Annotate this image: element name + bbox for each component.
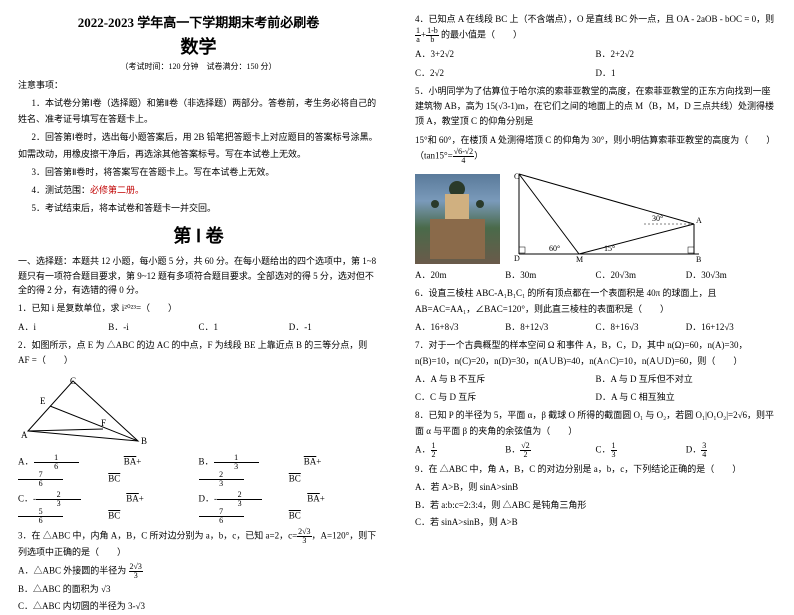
q4-t1: 4．已知点 A 在线段 BC 上（不含端点），O 是直线 BC 外一点，且 OA… [415,14,774,24]
title-subject: 数学 [18,33,379,59]
q7-text: 7．对于一个古典概型的样本空间 Ω 和事件 A，B，C，D，其中 n(Ω)=60… [415,338,776,369]
svg-text:C: C [70,376,76,386]
q1-opt-a: A．i [18,320,108,335]
svg-text:C: C [514,172,519,181]
q4-opts-r1: A．3+2√2 B．2+2√2 [415,47,776,62]
instr4-label: 4．测试范围： [32,185,91,195]
q1-opts: A．i B．-i C．1 D．-1 [18,320,379,335]
church-photo [415,174,500,264]
volume1-title: 第 Ⅰ 卷 [18,222,379,248]
q4-opt-d: D．1 [596,66,777,81]
q5-opt-c: C．20√3m [596,268,686,283]
instruction-4: 4．测试范围：必修第二册。 [18,182,379,198]
q8-opts: A．12 B．√22 C．13 D．34 [415,442,776,459]
q3-opt-a: A．△ABC 外接圆的半径为 2√33 [18,563,379,580]
q5-opt-d: D．30√3m [686,268,776,283]
q5-geometry: C D M B A 60° 30° 15° [504,169,704,264]
q7-opts-r1: A．A 与 B 不互斥 B．A 与 D 互斥但不对立 [415,372,776,387]
svg-text:A: A [21,430,28,440]
q7-opts-r2: C．C 与 D 互斥 D．A 与 C 相互独立 [415,390,776,405]
q1-opt-b: B．-i [108,320,198,335]
q2-opt-c: C．-23BA+56BC [18,491,199,525]
q8-opt-a: A．12 [415,442,505,459]
q4-text: 4．已知点 A 在线段 BC 上（不含端点），O 是直线 BC 外一点，且 OA… [415,12,776,44]
svg-text:30°: 30° [652,214,663,223]
svg-text:B: B [141,436,147,446]
instruction-5: 5．考试结束后，将本试卷和答题卡一并交回。 [18,200,379,216]
q7-opt-a: A．A 与 B 不互斥 [415,372,596,387]
q6-opt-a: A．16+8√3 [415,320,505,335]
instruction-2: 2．回答第Ⅰ卷时，选出每小题答案后，用 2B 铅笔把答题卡上对应题目的答案标号涂… [18,129,379,161]
q2-opts-row2: C．-23BA+56BC D．-23BA+76BC [18,491,379,525]
q6-text: 6．设直三棱柱 ABC-A₁B₁C₁ 的所有顶点都在一个表面积是 40π 的球面… [415,286,776,317]
title-main: 2022-2023 学年高一下学期期末考前必刷卷 [18,12,379,31]
q9-opt-a: A．若 A>B，则 sinA>sinB [415,480,776,495]
q3-opt-b: B．△ABC 的面积为 √3 [18,582,379,597]
q7-opt-d: D．A 与 C 相互独立 [596,390,777,405]
q6-opt-b: B．8+12√3 [505,320,595,335]
q2-opt-d: D．-23BA+76BC [199,491,380,525]
q3-opt-c: C．△ABC 内切圆的半径为 3-√3 [18,599,379,614]
q4-opt-b: B．2+2√2 [596,47,777,62]
q3-text: 3．在 △ABC 中，内角 A，B，C 所对边分别为 a，b，c，已知 a=2，… [18,528,379,560]
q6-opt-c: C．8+16√3 [596,320,686,335]
q5-opt-a: A．20m [415,268,505,283]
left-page: 2022-2023 学年高一下学期期末考前必刷卷 数学 （考试时间：120 分钟… [0,0,397,562]
q8-opt-d: D．34 [686,442,776,459]
svg-text:D: D [514,254,520,263]
q9-opt-c: C．若 sinA>sinB，则 A>B [415,515,776,530]
q1-opt-c: C．1 [199,320,289,335]
q8-opt-c: C．13 [596,442,686,459]
q2-opts-row1: A．16BA+76BC B．13BA+23BC [18,454,379,488]
q7-opt-b: B．A 与 D 互斥但不对立 [596,372,777,387]
q5-figure-row: C D M B A 60° 30° 15° [415,169,776,264]
svg-text:B: B [696,255,701,264]
q9-opt-b: B．若 a:b:c=2:3:4，则 △ABC 是钝角三角形 [415,498,776,513]
svg-text:F: F [101,418,106,428]
svg-text:15°: 15° [604,244,615,253]
q5-tan: tan15°= [424,151,453,161]
q2-triangle: A B C E F [18,376,153,448]
svg-text:60°: 60° [549,244,560,253]
q5-opts: A．20m B．30m C．20√3m D．30√3m [415,268,776,283]
q5-opt-b: B．30m [505,268,595,283]
q5-text1: 5．小明同学为了估算位于哈尔滨的索菲亚教堂的高度，在索菲亚教堂的正东方向找到一座… [415,84,776,130]
q4-t2: 的最小值是（ ） [441,30,522,40]
q8-text: 8．已知 P 的半径为 5，平面 α，β 截球 O 所得的截面圆 O₁ 与 O₂… [415,408,776,439]
q2-opt-b: B．13BA+23BC [199,454,380,488]
q8-opt-b: B．√22 [505,442,595,459]
part-desc: 一、选择题：本题共 12 小题，每小题 5 分，共 60 分。在每小题给出的四个… [18,254,379,297]
instruction-1: 1．本试卷分第Ⅰ卷（选择题）和第Ⅱ卷（非选择题）两部分。答卷前，考生务必将自己的… [18,95,379,127]
instruction-3: 3．回答第Ⅱ卷时，将答案写在答题卡上。写在本试卷上无效。 [18,164,379,180]
q1-text: 1．已知 i 是复数单位，求 i²⁰²³=（ ） [18,301,379,316]
q5-text2: 15°和 60°，在楼顶 A 处测得塔顶 C 的仰角为 30°，则小明估算索菲亚… [415,133,776,165]
q5-t2: 15°和 60°，在楼顶 A 处测得塔顶 C 的仰角为 30°，则小明估算索菲亚… [415,135,775,145]
exam-info: （考试时间：120 分钟 试卷满分：150 分） [18,61,379,72]
q4-opts-r2: C．2√2 D．1 [415,66,776,81]
q2-text: 2．如图所示，点 E 为 △ABC 的边 AC 的中点，F 为线段 BE 上靠近… [18,338,379,369]
svg-text:M: M [576,255,583,264]
q7-opt-c: C．C 与 D 互斥 [415,390,596,405]
svg-text:A: A [696,216,702,225]
page-container: 2022-2023 学年高一下学期期末考前必刷卷 数学 （考试时间：120 分钟… [0,0,794,562]
q4-opt-a: A．3+2√2 [415,47,596,62]
q1-opt-d: D．-1 [289,320,379,335]
q3-t1: 3．在 △ABC 中，内角 A，B，C 所对边分别为 a，b，c，已知 a=2，… [18,530,297,540]
right-page: 4．已知点 A 在线段 BC 上（不含端点），O 是直线 BC 外一点，且 OA… [397,0,794,562]
notice-label: 注意事项： [18,78,379,91]
q4-opt-c: C．2√2 [415,66,596,81]
q6-opt-d: D．16+12√3 [686,320,776,335]
q9-text: 9．在 △ABC 中，角 A，B，C 的对边分别是 a，b，c，下列结论正确的是… [415,462,776,477]
q6-opts: A．16+8√3 B．8+12√3 C．8+16√3 D．16+12√3 [415,320,776,335]
q2-opt-a: A．16BA+76BC [18,454,199,488]
svg-text:E: E [40,396,46,406]
instr4-red: 必修第二册。 [90,185,144,195]
